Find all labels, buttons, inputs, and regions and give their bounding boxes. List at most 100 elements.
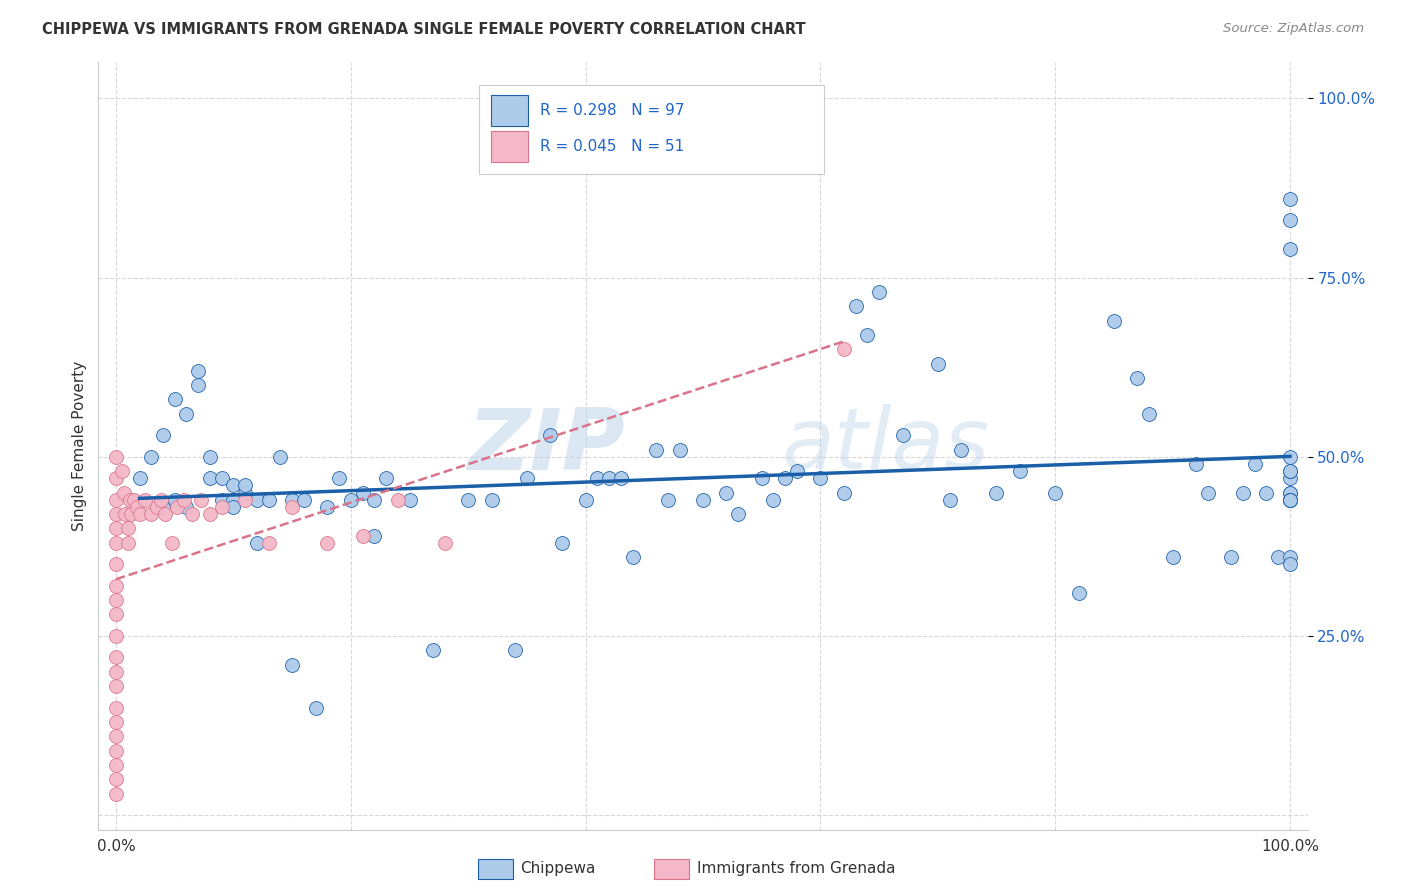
Point xyxy=(845,299,868,313)
Point xyxy=(645,442,668,457)
Point xyxy=(716,485,738,500)
Point xyxy=(363,528,385,542)
Point xyxy=(122,492,145,507)
Point xyxy=(1278,471,1301,485)
Point xyxy=(117,521,139,535)
Point xyxy=(1102,313,1125,327)
Point xyxy=(105,579,128,593)
Point xyxy=(105,536,128,550)
Point xyxy=(114,507,136,521)
Point xyxy=(257,492,280,507)
Point xyxy=(233,485,256,500)
Point xyxy=(316,536,339,550)
Point xyxy=(856,327,879,342)
Point xyxy=(190,492,212,507)
Point xyxy=(198,507,221,521)
Point xyxy=(586,471,609,485)
Point xyxy=(257,536,280,550)
Point xyxy=(316,500,339,514)
Point xyxy=(211,500,233,514)
Point xyxy=(692,492,714,507)
Point xyxy=(598,471,620,485)
Point xyxy=(1278,492,1301,507)
Point xyxy=(1278,485,1301,500)
Point xyxy=(141,450,163,464)
Point xyxy=(281,657,304,672)
Point xyxy=(173,492,195,507)
Point xyxy=(610,471,633,485)
Point xyxy=(1278,450,1301,464)
Point xyxy=(727,507,749,521)
Point xyxy=(166,500,188,514)
Point xyxy=(657,492,679,507)
Point xyxy=(1243,457,1265,471)
Text: R = 0.045   N = 51: R = 0.045 N = 51 xyxy=(540,139,683,154)
Point xyxy=(375,471,398,485)
Point xyxy=(516,471,538,485)
Point xyxy=(127,500,149,514)
Point xyxy=(1278,558,1301,572)
Point xyxy=(950,442,973,457)
Point xyxy=(387,492,409,507)
Point xyxy=(105,471,128,485)
Point xyxy=(1278,213,1301,227)
Point xyxy=(621,550,644,565)
Point xyxy=(233,492,256,507)
Point xyxy=(1067,586,1090,600)
Text: ZIP: ZIP xyxy=(467,404,624,488)
Point xyxy=(105,593,128,607)
Text: CHIPPEWA VS IMMIGRANTS FROM GRENADA SINGLE FEMALE POVERTY CORRELATION CHART: CHIPPEWA VS IMMIGRANTS FROM GRENADA SING… xyxy=(42,22,806,37)
Text: Immigrants from Grenada: Immigrants from Grenada xyxy=(697,862,896,876)
Point xyxy=(246,536,269,550)
Point xyxy=(187,364,209,378)
Point xyxy=(1278,464,1301,478)
Point xyxy=(328,471,350,485)
Point xyxy=(152,428,174,442)
Point xyxy=(868,285,890,299)
Point xyxy=(163,492,186,507)
Point xyxy=(832,485,855,500)
Point xyxy=(146,500,169,514)
Point xyxy=(211,492,233,507)
Point xyxy=(1278,492,1301,507)
Point xyxy=(105,730,128,744)
Point xyxy=(1278,485,1301,500)
Point xyxy=(668,442,690,457)
Point xyxy=(363,492,385,507)
Point xyxy=(105,450,128,464)
Point xyxy=(105,714,128,729)
Point xyxy=(105,679,128,693)
Point xyxy=(1278,550,1301,565)
Point xyxy=(1197,485,1219,500)
Point xyxy=(433,536,456,550)
Text: atlas: atlas xyxy=(782,404,990,488)
Point xyxy=(187,378,209,392)
Point xyxy=(141,507,163,521)
Point xyxy=(304,700,326,714)
Point xyxy=(162,536,184,550)
Point xyxy=(281,492,304,507)
Point xyxy=(128,507,150,521)
Point xyxy=(233,478,256,492)
Point xyxy=(112,485,135,500)
Point xyxy=(1267,550,1289,565)
Point xyxy=(198,450,221,464)
Point xyxy=(352,485,374,500)
Point xyxy=(751,471,773,485)
Point xyxy=(786,464,808,478)
Point xyxy=(1256,485,1278,500)
Point xyxy=(120,492,142,507)
Point xyxy=(105,492,128,507)
Point xyxy=(832,342,855,356)
Point xyxy=(422,643,444,657)
Point xyxy=(808,471,831,485)
Point xyxy=(773,471,796,485)
Point xyxy=(105,700,128,714)
Point xyxy=(1278,192,1301,206)
Point xyxy=(575,492,598,507)
Point xyxy=(481,492,503,507)
Y-axis label: Single Female Poverty: Single Female Poverty xyxy=(72,361,87,531)
Bar xyxy=(492,131,527,162)
Point xyxy=(398,492,420,507)
Point xyxy=(1008,464,1031,478)
